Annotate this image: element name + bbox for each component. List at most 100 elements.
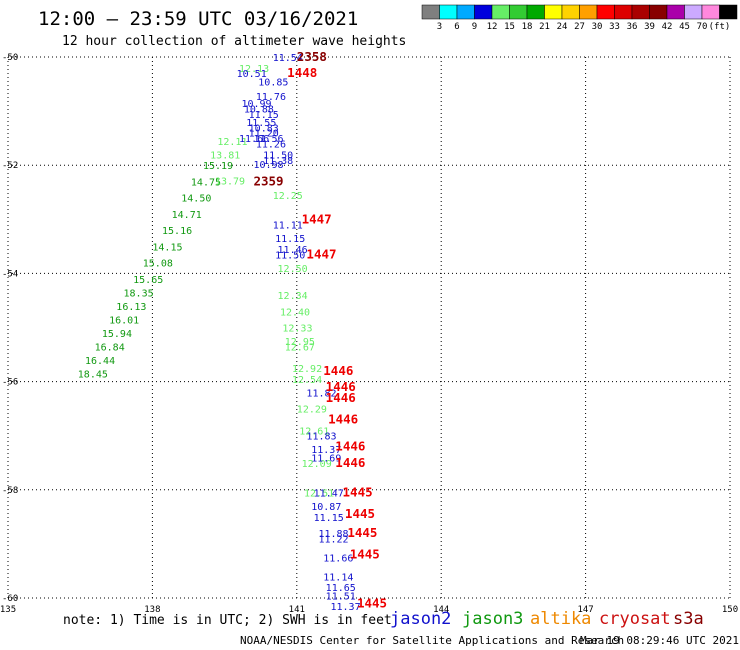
pass-time-label: 1446	[335, 439, 365, 454]
wave-height-label: 16.84	[95, 342, 125, 353]
y-tick-label: -52	[2, 161, 18, 171]
wave-height-label: 12.33	[282, 324, 312, 335]
legend-cryosat: cryosat	[599, 609, 671, 629]
colorbar-swatch	[421, 4, 440, 20]
wave-height-label: 11.26	[256, 140, 286, 151]
wave-height-label: 11.50	[275, 250, 305, 261]
colorbar-label: 45	[679, 22, 690, 32]
pass-time-label: 1445	[347, 525, 377, 540]
colorbar: 3 6 9 12 15 18 21 24 27 30 33 36 39 42 45 70 (ft)	[421, 4, 738, 32]
pass-time-label: 1445	[343, 485, 373, 500]
colorbar-swatch	[439, 4, 458, 20]
wave-height-label: 12.34	[278, 291, 308, 302]
wave-height-label: 15.94	[102, 329, 132, 340]
colorbar-swatch	[526, 4, 545, 20]
x-tick-label: 150	[722, 605, 738, 615]
y-tick-label: -50	[2, 53, 18, 63]
colorbar-label: 70	[697, 22, 708, 32]
wave-height-label: 11.20	[249, 129, 279, 140]
colorbar-swatch	[631, 4, 650, 20]
wave-height-label: 10.85	[258, 77, 288, 88]
pass-time-label: 1445	[345, 506, 375, 521]
data-labels: 15.19 14.75 14.50 14.71 15.16 14.15 15.08 15.65…	[78, 49, 387, 613]
wave-height-label: 10.88	[244, 104, 274, 115]
wave-height-label: 11.69	[311, 453, 341, 464]
legend-altika: altika	[530, 609, 591, 629]
wave-height-label: 14.75	[191, 177, 221, 188]
colorbar-swatch	[456, 4, 475, 20]
wave-height-label: 15.19	[203, 161, 233, 172]
colorbar-label: 9	[472, 22, 477, 32]
wave-height-label: 12.92	[292, 364, 322, 375]
colorbar-label: 30	[592, 22, 603, 32]
colorbar-swatch	[491, 4, 510, 20]
wave-height-label: 12.13	[239, 64, 269, 75]
wave-height-label: 14.15	[152, 242, 182, 253]
colorbar-label: 36	[627, 22, 638, 32]
wave-height-label: 10.87	[311, 502, 341, 513]
wave-height-label: 12.95	[285, 337, 315, 348]
colorbar-label: 12	[487, 22, 498, 32]
y-tick-label: -56	[2, 378, 18, 388]
pass-time-label: 1446	[326, 390, 356, 405]
wave-height-label: 18.45	[78, 369, 108, 380]
wave-height-label: 11.15	[314, 513, 344, 524]
wave-height-label: 10.83	[249, 123, 279, 134]
x-tick-label: 144	[433, 605, 449, 615]
y-tick-label: -58	[2, 486, 18, 496]
legend-jason2: jason2	[390, 609, 451, 629]
colorbar-swatch	[596, 4, 615, 20]
legend: jason2 jason3 altika cryosat s3a	[390, 609, 704, 629]
wave-height-label: 11.11	[273, 221, 303, 232]
colorbar-label: 3	[437, 22, 442, 32]
footer-note: note: 1) Time is in UTC; 2) SWH is in fe…	[63, 613, 392, 628]
colorbar-label: 18	[522, 22, 533, 32]
pass-time-label: 1445	[350, 547, 380, 562]
wave-height-label: 11.66	[323, 553, 353, 564]
pass-time-label: 1446	[326, 379, 356, 394]
pass-time-label: 1447	[302, 211, 332, 226]
pass-time-label: 1445	[357, 595, 387, 610]
chart-subtitle: 12 hour collection of altimeter wave hei…	[62, 34, 406, 49]
wave-height-label: 12.11	[217, 137, 247, 148]
x-tick-label: 138	[144, 605, 160, 615]
wave-height-label: 16.44	[85, 356, 115, 367]
wave-height-label: 16.01	[109, 315, 139, 326]
wave-height-label: 15.65	[133, 275, 163, 286]
wave-height-label: 12.29	[297, 405, 327, 416]
colorbar-label: 21	[539, 22, 550, 32]
axis-labels: 135 138 141 144 147 150 -50 -52 -54 -56 -58 -60	[0, 53, 738, 615]
colorbar-label: 33	[609, 22, 620, 32]
legend-s3a: s3a	[673, 609, 704, 629]
pass-time-label: 1446	[323, 363, 353, 378]
colorbar-swatch	[649, 4, 668, 20]
pass-time-label: 1446	[328, 411, 358, 426]
pass-time-label: 2359	[253, 173, 283, 188]
colorbar-label: 6	[454, 22, 459, 32]
colorbar-swatch	[701, 4, 720, 20]
wave-height-label: 12.40	[280, 307, 310, 318]
wave-height-label: 12.25	[273, 191, 303, 202]
pass-time-label: 1447	[306, 246, 336, 261]
wave-height-label: 15.08	[143, 259, 173, 270]
x-tick-label: 135	[0, 605, 16, 615]
colorbar-label: (ft)	[709, 22, 731, 32]
wave-height-label: 11.15	[249, 110, 279, 121]
wave-height-label: 11.15	[275, 234, 305, 245]
wave-height-label: 12.51	[304, 489, 334, 500]
wave-height-label: 11.83	[306, 432, 336, 443]
wave-height-label: 10.98	[253, 160, 283, 171]
wave-height-label: 11.14	[323, 572, 353, 583]
colorbar-label: 42	[662, 22, 673, 32]
colorbar-swatch	[544, 4, 563, 20]
x-tick-label: 141	[289, 605, 305, 615]
wave-height-label: 11.65	[326, 583, 356, 594]
colorbar-swatch	[684, 4, 703, 20]
wave-height-label: 12.61	[299, 426, 329, 437]
footer-timestamp: Mar 19 08:29:46 UTC 2021	[580, 634, 739, 647]
wave-height-label: 11.22	[318, 534, 348, 545]
wave-height-label: 10.99	[241, 99, 271, 110]
wave-height-label: 13.79	[215, 176, 245, 187]
footer-credit: NOAA/NESDIS Center for Satellite Applica…	[240, 634, 624, 647]
wave-height-label: 13.81	[210, 150, 240, 161]
